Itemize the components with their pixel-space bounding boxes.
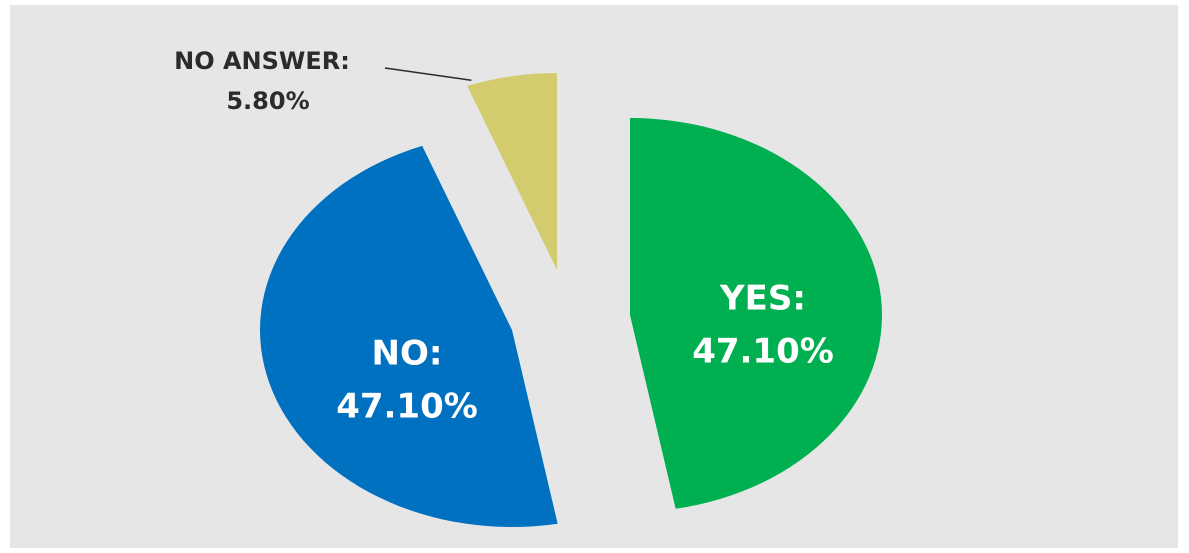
slice-value-label: 5.80% [226,87,309,115]
chart-area [10,5,1178,548]
leader-line [384,67,472,82]
pie-slice [467,73,557,270]
slice-value-label: 47.10% [692,332,834,372]
pie-slice [630,118,882,509]
slice-label: YES: [719,279,806,319]
slice-value-label: 47.10% [336,387,478,427]
pie-slice [260,145,558,527]
slice-label: NO ANSWER: [174,47,350,75]
slice-label: NO: [372,334,443,374]
